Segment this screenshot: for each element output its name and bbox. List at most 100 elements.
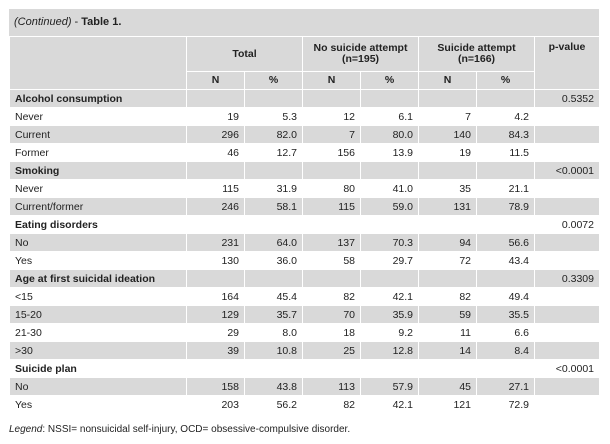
header-pct: % <box>476 71 535 90</box>
caption-table-name: Table 1. <box>81 16 122 28</box>
row-label: No <box>9 233 187 252</box>
count-cell: 94 <box>418 233 477 252</box>
header-row-measures: N % N % N % <box>10 71 600 90</box>
percent-cell: 36.0 <box>244 251 303 270</box>
count-cell: 18 <box>302 323 361 342</box>
table-row: 15-20 129 35.7 70 35.9 59 35.5 <box>9 305 600 324</box>
percent-cell: 5.3 <box>244 107 303 126</box>
legend-text: : NSSI= nonsuicidal self-injury, OCD= ob… <box>42 424 351 435</box>
count-cell: 7 <box>418 107 477 126</box>
count-cell: 11 <box>418 323 477 342</box>
count-cell: 156 <box>302 143 361 162</box>
empty-cell <box>418 359 477 378</box>
empty-cell <box>244 89 303 108</box>
percent-cell: 82.0 <box>244 125 303 144</box>
table-row: No 231 64.0 137 70.3 94 56.6 <box>9 233 600 252</box>
caption-separator: - <box>71 16 82 28</box>
empty-cell <box>534 305 600 324</box>
row-label: Current <box>9 125 187 144</box>
empty-cell <box>244 215 303 234</box>
table-row: <15 164 45.4 82 42.1 82 49.4 <box>9 287 600 306</box>
count-cell: 82 <box>302 287 361 306</box>
percent-cell: 42.1 <box>360 287 419 306</box>
empty-cell <box>476 161 535 180</box>
percent-cell: 27.1 <box>476 377 535 396</box>
count-cell: 80 <box>302 179 361 198</box>
percent-cell: 43.8 <box>244 377 303 396</box>
count-cell: 82 <box>418 287 477 306</box>
header-group-label: Total <box>232 47 257 60</box>
header-group-attempt: Suicide attempt (n=166) <box>418 36 535 72</box>
percent-cell: 70.3 <box>360 233 419 252</box>
empty-cell <box>360 161 419 180</box>
count-cell: 296 <box>186 125 245 144</box>
percent-cell: 6.1 <box>360 107 419 126</box>
row-label: No <box>9 377 187 396</box>
percent-cell: 35.5 <box>476 305 535 324</box>
count-cell: 39 <box>186 341 245 360</box>
category-row: Eating disorders 0.0072 <box>9 215 600 234</box>
row-label: Yes <box>9 395 187 414</box>
empty-cell <box>418 161 477 180</box>
empty-cell <box>476 89 535 108</box>
pvalue-cell: <0.0001 <box>534 161 600 180</box>
percent-cell: 56.2 <box>244 395 303 414</box>
percent-cell: 11.5 <box>476 143 535 162</box>
empty-cell <box>302 359 361 378</box>
pvalue-cell: 0.3309 <box>534 269 600 288</box>
header-group-label: No suicide attempt <box>313 42 408 54</box>
count-cell: 70 <box>302 305 361 324</box>
count-cell: 72 <box>418 251 477 270</box>
header-group-sub: (n=195) <box>341 53 380 65</box>
table-body: Alcohol consumption 0.5352 Never 19 5.3 12 6.1… <box>9 89 600 414</box>
row-label: Never <box>9 179 187 198</box>
header-pvalue-label: p-value <box>548 41 586 53</box>
table-row: Current/former 246 58.1 115 59.0 131 78.9 <box>9 197 600 216</box>
header-group-no-attempt: No suicide attempt (n=195) <box>302 36 419 72</box>
empty-cell <box>186 269 245 288</box>
percent-cell: 35.7 <box>244 305 303 324</box>
count-cell: 164 <box>186 287 245 306</box>
empty-cell <box>534 143 600 162</box>
count-cell: 203 <box>186 395 245 414</box>
empty-cell <box>360 215 419 234</box>
count-cell: 58 <box>302 251 361 270</box>
percent-cell: 6.6 <box>476 323 535 342</box>
count-cell: 129 <box>186 305 245 324</box>
empty-cell <box>418 215 477 234</box>
category-row: Alcohol consumption 0.5352 <box>9 89 600 108</box>
legend-label: Legend <box>9 424 43 435</box>
empty-cell <box>476 215 535 234</box>
row-label: 15-20 <box>9 305 187 324</box>
empty-cell <box>534 323 600 342</box>
row-label: Yes <box>9 251 187 270</box>
percent-cell: 78.9 <box>476 197 535 216</box>
percent-cell: 21.1 <box>476 179 535 198</box>
header-pvalue: p-value <box>534 36 600 90</box>
table-row: Former 46 12.7 156 13.9 19 11.5 <box>9 143 600 162</box>
percent-cell: 58.1 <box>244 197 303 216</box>
count-cell: 158 <box>186 377 245 396</box>
table-row: >30 39 10.8 25 12.8 14 8.4 <box>9 341 600 360</box>
empty-cell <box>244 161 303 180</box>
empty-cell <box>186 215 245 234</box>
empty-cell <box>360 89 419 108</box>
count-cell: 46 <box>186 143 245 162</box>
header-group-total: Total <box>186 36 303 72</box>
percent-cell: 42.1 <box>360 395 419 414</box>
percent-cell: 12.8 <box>360 341 419 360</box>
count-cell: 131 <box>418 197 477 216</box>
percent-cell: 8.0 <box>244 323 303 342</box>
row-label: >30 <box>9 341 187 360</box>
header-pct: % <box>360 71 419 90</box>
empty-cell <box>186 89 245 108</box>
count-cell: 121 <box>418 395 477 414</box>
row-label: Current/former <box>9 197 187 216</box>
empty-cell <box>534 179 600 198</box>
empty-cell <box>360 359 419 378</box>
empty-cell <box>534 251 600 270</box>
empty-cell <box>302 89 361 108</box>
empty-cell <box>418 269 477 288</box>
table-legend: Legend: NSSI= nonsuicidal self-injury, O… <box>9 424 350 435</box>
count-cell: 115 <box>302 197 361 216</box>
